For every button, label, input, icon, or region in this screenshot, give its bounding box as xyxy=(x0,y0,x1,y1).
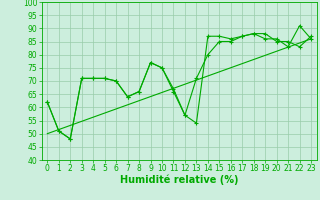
X-axis label: Humidité relative (%): Humidité relative (%) xyxy=(120,175,238,185)
